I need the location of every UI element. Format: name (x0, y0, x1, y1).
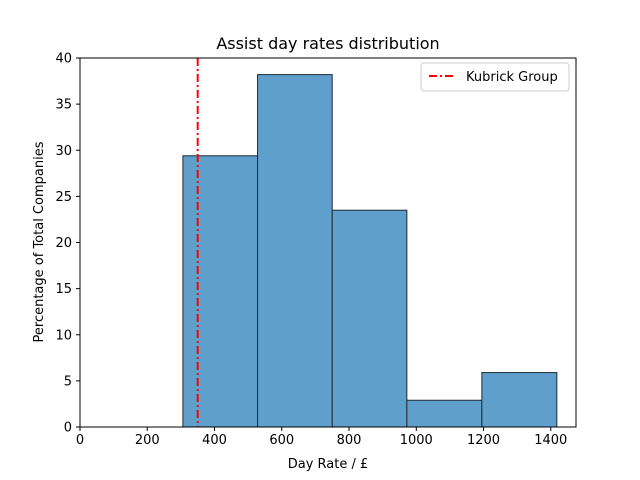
x-tick-label: 200 (135, 433, 160, 448)
histogram-bar-4 (406, 399, 483, 428)
x-tick-label: 1400 (534, 433, 567, 448)
legend: Kubrick Group (420, 62, 570, 92)
y-tick-label: 40 (55, 52, 72, 67)
histogram-bar-5 (481, 372, 558, 428)
y-tick-label: 10 (55, 328, 72, 343)
y-tick-label: 5 (64, 374, 72, 389)
y-tick-label: 0 (64, 421, 72, 436)
chart-title: Assist day rates distribution (216, 34, 439, 53)
histogram-bars (182, 74, 558, 428)
legend-entry-kubrick-group: Kubrick Group (466, 70, 558, 85)
x-axis-label: Day Rate / £ (288, 457, 369, 472)
histogram-bar-2 (257, 74, 333, 428)
x-axis-ticks: 0 200 400 600 800 1000 1200 1400 (76, 427, 567, 448)
y-tick-label: 15 (55, 282, 72, 297)
x-tick-label: 0 (76, 433, 84, 448)
y-tick-label: 35 (55, 98, 72, 113)
y-axis-ticks: 0 5 10 15 20 25 30 35 40 (55, 52, 80, 436)
histogram-bar-1 (182, 155, 259, 428)
x-tick-label: 800 (337, 433, 362, 448)
y-tick-label: 25 (55, 190, 72, 205)
legend-box (420, 62, 570, 92)
x-tick-label: 400 (202, 433, 227, 448)
y-tick-label: 30 (55, 144, 72, 159)
y-tick-label: 20 (55, 236, 72, 251)
x-tick-label: 1000 (400, 433, 433, 448)
y-axis-label: Percentage of Total Companies (32, 141, 47, 342)
histogram-bar-3 (331, 209, 408, 428)
x-tick-label: 1200 (467, 433, 500, 448)
x-tick-label: 600 (269, 433, 294, 448)
